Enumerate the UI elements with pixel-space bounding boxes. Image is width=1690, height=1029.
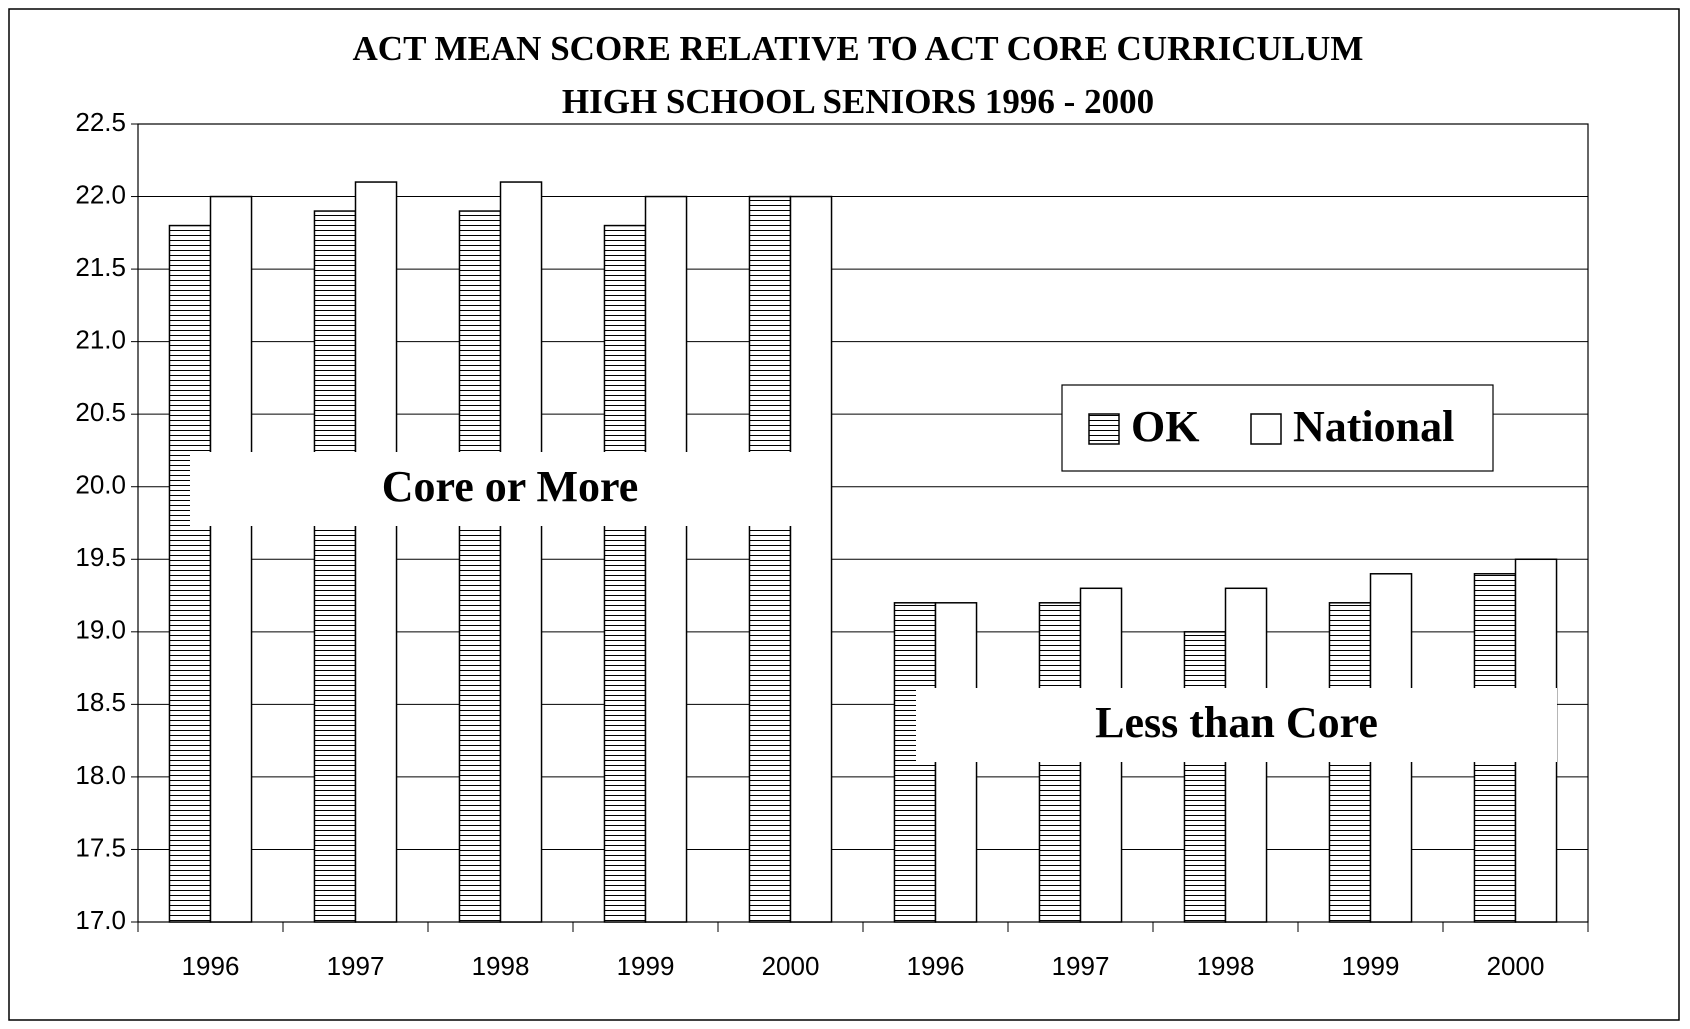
annotation: Less than Core (1095, 698, 1378, 747)
bar (934, 602, 978, 923)
legend-swatch (1250, 413, 1282, 445)
bar (603, 224, 647, 923)
bar (313, 210, 357, 923)
x-tick-label: 1997 (327, 951, 385, 981)
bar (748, 195, 792, 923)
y-tick-label: 17.5 (75, 832, 126, 862)
y-tick-label: 17.0 (75, 905, 126, 935)
bar (893, 602, 937, 923)
annotation-box (916, 688, 1557, 762)
y-tick-label: 19.0 (75, 615, 126, 645)
annotation-box (190, 452, 830, 526)
legend-label: National (1293, 402, 1454, 451)
x-tick-label: 1996 (182, 951, 240, 981)
bar (354, 181, 398, 923)
legend-swatch (1088, 413, 1120, 445)
bar (168, 224, 212, 923)
y-tick-label: 22.0 (75, 179, 126, 209)
y-tick-label: 18.0 (75, 760, 126, 790)
y-tick-label: 20.0 (75, 470, 126, 500)
bar (644, 195, 688, 923)
y-tick-label: 21.5 (75, 252, 126, 282)
y-tick-label: 21.0 (75, 325, 126, 355)
y-tick-label: 19.5 (75, 542, 126, 572)
x-tick-label: 1998 (1197, 951, 1255, 981)
x-tick-label: 1998 (472, 951, 530, 981)
x-tick-label: 2000 (762, 951, 820, 981)
y-tick-label: 18.5 (75, 687, 126, 717)
x-tick-label: 1996 (907, 951, 965, 981)
y-tick-label: 20.5 (75, 397, 126, 427)
bar (1038, 602, 1082, 923)
bar (499, 181, 543, 923)
bar (1328, 602, 1372, 923)
chart-title: HIGH SCHOOL SENIORS 1996 - 2000 (562, 82, 1154, 121)
y-tick-label: 22.5 (75, 107, 126, 137)
bar (1183, 631, 1227, 923)
bar (458, 210, 502, 923)
bar (789, 195, 833, 923)
x-tick-label: 1997 (1052, 951, 1110, 981)
legend-label: OK (1131, 402, 1199, 451)
x-tick-label: 1999 (617, 951, 675, 981)
x-tick-label: 2000 (1487, 951, 1545, 981)
bar (209, 195, 253, 923)
x-tick-label: 1999 (1342, 951, 1400, 981)
annotation: Core or More (382, 462, 639, 511)
chart-title: ACT MEAN SCORE RELATIVE TO ACT CORE CURR… (353, 29, 1364, 68)
